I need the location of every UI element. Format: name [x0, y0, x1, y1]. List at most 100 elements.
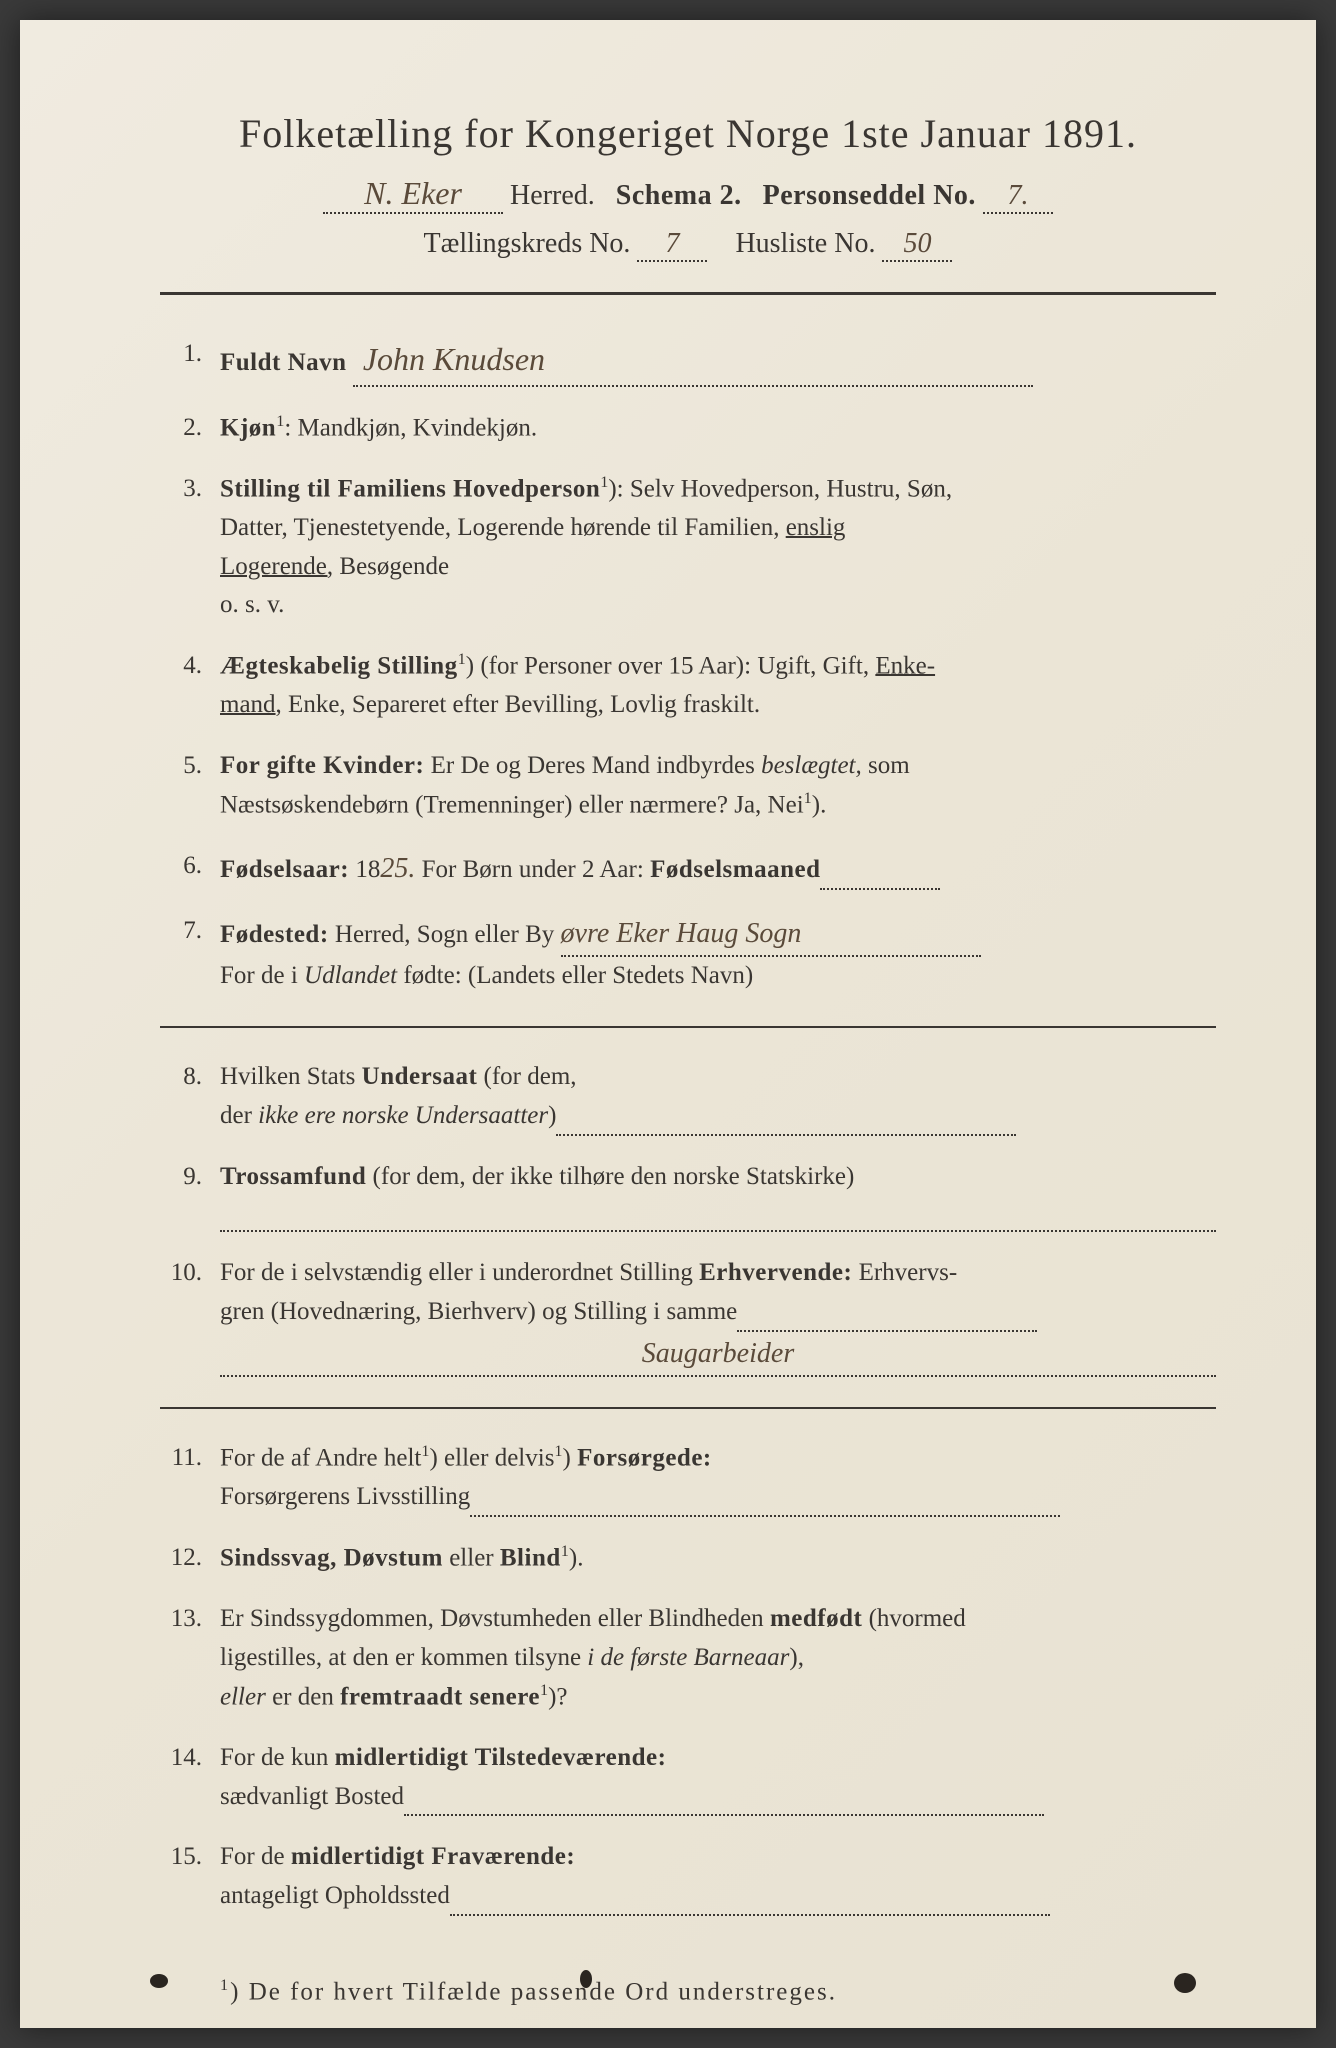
item-content: Fødested: Herred, Sogn eller By øvre Eke…	[220, 912, 1216, 996]
item-num: 15.	[160, 1838, 220, 1877]
header-divider	[160, 292, 1216, 295]
herred-value: N. Eker	[364, 175, 462, 211]
dotted-blank	[737, 1302, 1037, 1332]
item-content: For gifte Kvinder: Er De og Deres Mand i…	[220, 747, 1216, 825]
item-11: 11. For de af Andre helt1) eller delvis1…	[160, 1439, 1216, 1517]
item-10: 10. For de i selvstændig eller i underor…	[160, 1254, 1216, 1377]
item-content: For de af Andre helt1) eller delvis1) Fo…	[220, 1439, 1216, 1517]
sup: 1	[220, 1976, 230, 1994]
item-num: 1.	[160, 335, 220, 374]
item-content: Stilling til Familiens Hovedperson1): Se…	[220, 470, 1216, 625]
item-14: 14. For de kun midlertidigt Tilstedevære…	[160, 1739, 1216, 1817]
item-num: 13.	[160, 1600, 220, 1639]
ink-spot	[1174, 1973, 1196, 1993]
schema-label: Schema 2.	[616, 180, 742, 211]
kreds-line: Tællingskreds No. 7 Husliste No. 50	[160, 228, 1216, 262]
item-num: 3.	[160, 470, 220, 509]
sup: 1	[554, 1442, 562, 1460]
dotted-blank	[220, 1202, 1216, 1232]
field-text: gren (Hovednæring, Bierhverv) og Stillin…	[220, 1298, 737, 1325]
item-15: 15. For de midlertidigt Fraværende: anta…	[160, 1838, 1216, 1916]
dotted-blank	[556, 1106, 1016, 1136]
item-content: For de i selvstændig eller i underordnet…	[220, 1254, 1216, 1377]
field-text: For Børn under 2 Aar:	[415, 856, 650, 883]
field-text-underline: enslig	[786, 514, 846, 541]
item-content: Er Sindssygdommen, Døvstumheden eller Bl…	[220, 1600, 1216, 1717]
section-divider	[160, 1407, 1216, 1409]
field-text: sædvanligt Bosted	[220, 1783, 404, 1810]
item-4: 4. Ægteskabelig Stilling1) (for Personer…	[160, 647, 1216, 725]
field-text-underline: Enke-	[875, 652, 935, 679]
husliste-label: Husliste No.	[735, 228, 875, 259]
herred-line: N. Eker Herred. Schema 2. Personseddel N…	[160, 175, 1216, 214]
field-text: For de af Andre helt	[220, 1445, 421, 1472]
census-form-page: Folketælling for Kongeriget Norge 1ste J…	[20, 20, 1316, 2028]
item-8: 8. Hvilken Stats Undersaat (for dem, der…	[160, 1058, 1216, 1136]
item-7: 7. Fødested: Herred, Sogn eller By øvre …	[160, 912, 1216, 996]
item-content: For de kun midlertidigt Tilstedeværende:…	[220, 1739, 1216, 1817]
item-1: 1. Fuldt Navn John Knudsen	[160, 335, 1216, 387]
personseddel-no: 7.	[1007, 180, 1028, 211]
field-label: Fuldt Navn	[220, 349, 347, 376]
field-text: (hvormed	[862, 1605, 965, 1632]
field-label: Forsørgede:	[577, 1445, 712, 1472]
birthplace-value: øvre Eker Haug Sogn	[561, 918, 802, 949]
field-label: Fødselsaar:	[220, 856, 349, 883]
field-label: For	[220, 752, 267, 779]
field-text: Datter, Tjenestetyende, Logerende hørend…	[220, 514, 786, 541]
field-text: )	[563, 1445, 578, 1472]
field-text: Besøgende	[333, 553, 449, 580]
form-header: Folketælling for Kongeriget Norge 1ste J…	[160, 110, 1216, 262]
ink-spot	[150, 1974, 168, 1988]
field-text: ).	[569, 1544, 584, 1571]
item-num: 7.	[160, 912, 220, 951]
field-text: ) (for Personer over 15 Aar): Ugift, Gif…	[466, 652, 876, 679]
taellingskreds-no: 7	[665, 228, 679, 259]
field-text: )?	[548, 1683, 567, 1710]
sup: 1	[540, 1681, 548, 1699]
year-value: 25.	[380, 853, 415, 884]
field-label: medfødt	[770, 1605, 862, 1632]
item-num: 5.	[160, 747, 220, 786]
field-label: Blind	[500, 1544, 561, 1571]
field-text: For de i	[220, 962, 304, 989]
field-text: )	[548, 1102, 556, 1129]
field-text: (for dem, der ikke tilhøre den norske St…	[366, 1163, 854, 1190]
field-label: midlertidigt Fraværende:	[291, 1843, 575, 1870]
item-2: 2. Kjøn1: Mandkjøn, Kvindekjøn.	[160, 409, 1216, 448]
item-num: 9.	[160, 1158, 220, 1197]
item-content: Sindssvag, Døvstum eller Blind1).	[220, 1539, 1216, 1578]
personseddel-label: Personseddel No.	[763, 180, 976, 211]
field-label: Kvinder:	[316, 752, 424, 779]
field-label: Trossamfund	[220, 1163, 366, 1190]
field-text: Næstsøskendebørn (Tremenninger) eller næ…	[220, 791, 804, 818]
item-9: 9. Trossamfund (for dem, der ikke tilhør…	[160, 1158, 1216, 1233]
field-label: Fødselsmaaned	[650, 856, 820, 883]
field-text: fødte: (Landets eller Stedets Navn)	[397, 962, 753, 989]
item-3: 3. Stilling til Familiens Hovedperson1):…	[160, 470, 1216, 625]
section-divider	[160, 1026, 1216, 1028]
sup: 1	[458, 650, 466, 668]
field-text: ligestilles, at den er kommen tilsyne	[220, 1644, 587, 1671]
field-text: , Enke, Separeret efter Bevilling, Lovli…	[276, 691, 761, 718]
dotted-blank	[470, 1487, 1060, 1517]
field-text: For de i selvstændig eller i underordnet…	[220, 1259, 699, 1286]
field-text: Forsørgerens Livsstilling	[220, 1483, 470, 1510]
field-text: er den	[266, 1683, 340, 1710]
item-num: 10.	[160, 1254, 220, 1293]
field-label: Erhvervende:	[699, 1259, 852, 1286]
field-text: ): Selv Hovedperson, Hustru, Søn,	[608, 475, 952, 502]
item-num: 8.	[160, 1058, 220, 1097]
field-text-italic: beslægtet,	[761, 752, 862, 779]
field-text: (for dem,	[477, 1063, 576, 1090]
field-label: Fødested:	[220, 921, 329, 948]
item-content: Hvilken Stats Undersaat (for dem, der ik…	[220, 1058, 1216, 1136]
field-text: : Mandkjøn, Kvindekjøn.	[284, 414, 537, 441]
occupation-value: Saugarbeider	[642, 1338, 794, 1369]
field-text: ).	[812, 791, 827, 818]
field-text: Er Sindssygdommen, Døvstumheden eller Bl…	[220, 1605, 770, 1632]
field-text: som	[862, 752, 910, 779]
item-content: Kjøn1: Mandkjøn, Kvindekjøn.	[220, 409, 1216, 448]
item-content: Fuldt Navn John Knudsen	[220, 335, 1216, 387]
field-label: Stilling til Familiens Hovedperson	[220, 475, 600, 502]
